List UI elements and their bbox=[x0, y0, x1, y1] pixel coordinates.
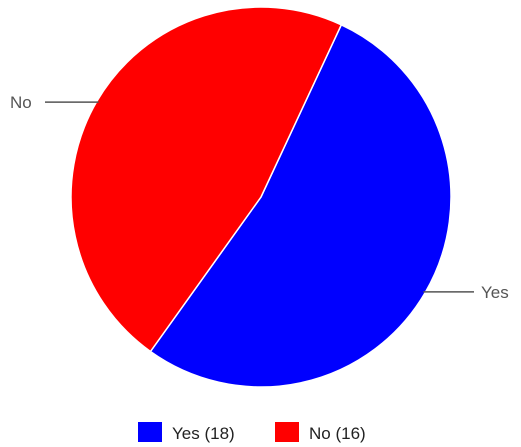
slice-label-yes: Yes bbox=[481, 283, 509, 302]
pie-slices bbox=[70, 6, 452, 388]
legend-swatch-yes bbox=[138, 422, 162, 442]
legend-label-no: No (16) bbox=[309, 424, 366, 443]
leader-lines bbox=[45, 101, 474, 293]
legend-swatch-no bbox=[275, 422, 299, 442]
pie-slice-yes bbox=[149, 23, 452, 388]
pie-slice-no bbox=[70, 6, 343, 353]
legend-label-yes: Yes (18) bbox=[172, 424, 235, 443]
slice-label-no: No bbox=[10, 93, 32, 112]
legend: Yes (18) No (16) bbox=[138, 422, 366, 443]
